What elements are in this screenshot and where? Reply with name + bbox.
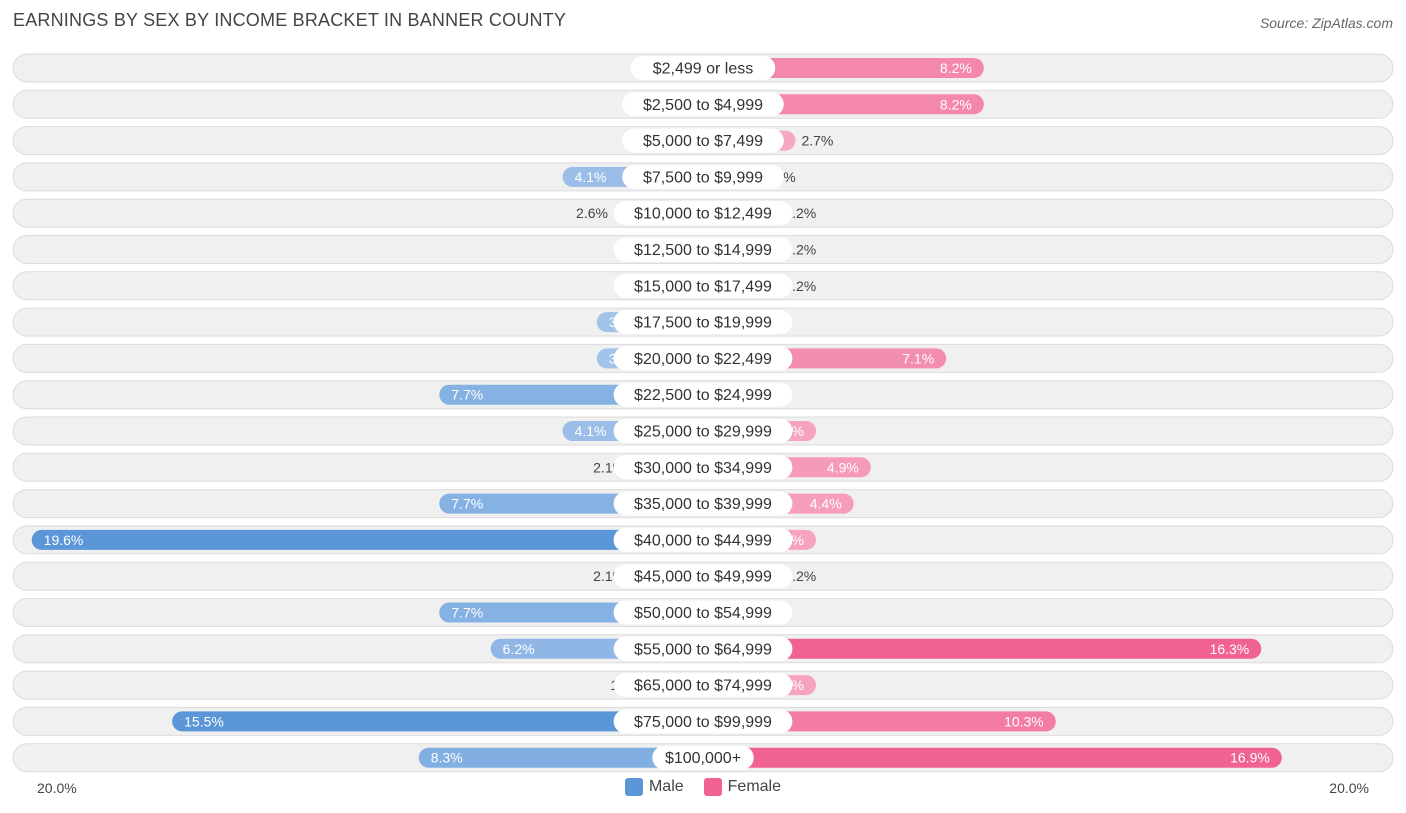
legend: Male Female [0,778,1406,796]
chart-canvas: 0.52%8.2%$2,499 or less1.0%8.2%$2,500 to… [12,53,1394,773]
category-pill [613,382,793,407]
category-pill [613,491,793,516]
category-label: $55,000 to $64,999 [634,641,772,658]
category-label: $17,500 to $19,999 [634,315,772,332]
legend-swatch-female [703,778,722,796]
chart-title: EARNINGS BY SEX BY INCOME BRACKET IN BAN… [13,10,567,30]
category-pill [613,273,793,298]
category-label: $35,000 to $39,999 [634,496,772,513]
category-label: $22,500 to $24,999 [634,387,772,404]
value-label-male: 7.7% [451,605,483,621]
bar-male [31,529,713,550]
value-label-male: 6.2% [503,641,535,657]
value-label-female: 16.9% [1230,750,1270,766]
value-label-male: 19.6% [44,532,84,548]
axis-min-label: 20.0% [37,780,77,796]
category-label: $15,000 to $17,499 [634,278,772,295]
category-label: $65,000 to $74,999 [634,678,772,695]
legend-label-male: Male [648,778,684,795]
category-label: $12,500 to $14,999 [634,242,772,259]
category-pill [652,745,754,770]
axis-max-label: 20.0% [1329,780,1369,796]
value-label-female: 2.2% [784,568,816,584]
category-label: $20,000 to $22,499 [634,351,772,368]
value-label-female: 2.2% [784,242,816,258]
category-label: $30,000 to $34,999 [634,460,772,477]
value-label-male: 4.1% [575,423,607,439]
category-label: $7,500 to $9,999 [643,169,763,186]
category-label: $5,000 to $7,499 [643,133,763,150]
value-label-male: 15.5% [184,713,224,729]
value-label-female: 7.1% [902,350,934,366]
value-label-female: 4.4% [810,496,842,512]
category-label: $75,000 to $99,999 [634,714,772,731]
category-pill [613,564,793,589]
legend-item-female[interactable]: Female [703,778,782,796]
category-label: $40,000 to $44,999 [634,532,772,549]
value-label-male: 8.3% [431,750,463,766]
category-pill [613,346,793,371]
category-label: $50,000 to $54,999 [634,605,772,622]
bar-male [172,711,713,732]
category-pill [613,527,793,552]
value-label-male: 4.1% [575,169,607,185]
category-pill [613,310,793,335]
value-label-male: 2.6% [576,205,608,221]
value-label-female: 4.9% [827,459,859,475]
legend-swatch-male [624,778,643,796]
category-pill [613,201,793,226]
value-label-male: 7.7% [451,387,483,403]
category-pill [630,56,776,80]
category-label: $45,000 to $49,999 [634,569,772,586]
category-pill [613,455,793,480]
value-label-female: 16.3% [1210,641,1250,657]
value-label-female: 10.3% [1004,713,1044,729]
category-label: $25,000 to $29,999 [634,424,772,441]
bar-female [693,638,1262,659]
category-pill [613,600,793,625]
bar-male [418,747,713,768]
source-label: Source: ZipAtlas.com [1259,15,1393,31]
legend-item-male[interactable]: Male [624,778,684,796]
bar-female [693,747,1282,768]
category-label: $2,500 to $4,999 [643,97,763,114]
value-label-male: 7.7% [451,496,483,512]
category-pill [613,673,793,698]
category-pill [613,709,793,734]
category-label: $2,499 or less [653,61,754,78]
category-pill [613,237,793,262]
category-pill [613,636,793,661]
category-pill [613,419,793,443]
legend-label-female: Female [727,778,782,795]
category-pill [622,164,784,189]
value-label-female: 2.7% [801,133,833,149]
category-label: $100,000+ [665,750,741,767]
value-label-female: 8.2% [940,60,972,76]
value-label-female: 8.2% [940,96,972,112]
category-pill [622,128,784,153]
value-label-female: 2.2% [784,205,816,221]
category-pill [622,92,784,117]
category-label: $10,000 to $12,499 [634,206,772,223]
value-label-female: 2.2% [784,278,816,294]
